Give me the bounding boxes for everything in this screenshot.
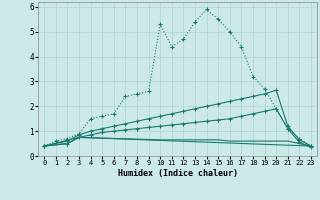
X-axis label: Humidex (Indice chaleur): Humidex (Indice chaleur) — [118, 169, 238, 178]
